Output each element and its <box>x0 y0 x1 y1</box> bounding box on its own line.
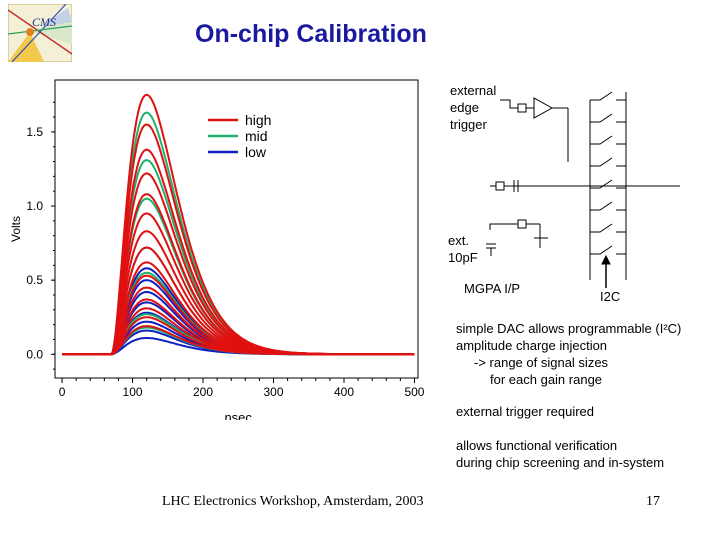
i2c-arrow-icon <box>601 254 611 265</box>
page-number: 17 <box>646 494 660 509</box>
trigger-label: external edge trigger <box>450 83 497 132</box>
x-tick-label: 300 <box>263 385 283 399</box>
calibration-pulse-chart: 0.0 0.5 1.0 1.5 0 100 200 300 400 500 Volts nsec. hi… <box>0 70 440 420</box>
i2c-label: I2C <box>600 289 621 304</box>
slide-title: On-chip Calibration <box>195 20 427 48</box>
x-tick-label: 200 <box>193 385 213 399</box>
y-tick-label: 1.0 <box>26 199 43 213</box>
injection-resistor-icon <box>495 181 505 191</box>
chart-canvas: 0.0 0.5 1.0 1.5 0 100 200 300 400 500 Volts nsec. hi… <box>9 79 425 420</box>
y-axis-label: Volts <box>9 216 23 242</box>
ext-cap-label: ext. 10pF <box>448 233 478 265</box>
mgpa-label: MGPA I/P <box>464 281 521 296</box>
y-tick-label: 0.0 <box>26 347 43 361</box>
calibration-circuit-diagram: external edge trigger ext. 10pF MGPA I/P… <box>440 80 720 310</box>
svg-text:CMS: CMS <box>32 15 56 29</box>
series-line-high <box>62 325 415 356</box>
footer-text: LHC Electronics Workshop, Amsterdam, 200… <box>162 494 424 509</box>
legend-label-low: low <box>245 144 267 160</box>
cms-logo-icon: CMS <box>8 4 72 62</box>
x-tick-label: 400 <box>334 385 354 399</box>
trigger-resistor-icon <box>517 103 527 113</box>
x-axis-label: nsec. <box>224 410 255 420</box>
verification-note: allows functional verification during ch… <box>456 438 665 470</box>
trigger-edge-wire <box>500 99 518 109</box>
legend-label-high: high <box>245 112 271 128</box>
ext-resistor-icon <box>517 219 527 229</box>
y-tick-label: 1.5 <box>26 125 43 139</box>
dac-note: simple DAC allows programmable (I²C) amp… <box>456 321 682 387</box>
y-tick-label: 0.5 <box>26 273 43 287</box>
ladder-switches-icon <box>590 91 626 255</box>
trigger-buffer-icon <box>533 97 554 119</box>
x-tick-label: 100 <box>123 385 143 399</box>
legend-label-mid: mid <box>245 128 268 144</box>
x-tick-label: 0 <box>59 385 66 399</box>
x-tick-label: 500 <box>404 385 424 399</box>
trigger-note: external trigger required <box>456 404 595 419</box>
